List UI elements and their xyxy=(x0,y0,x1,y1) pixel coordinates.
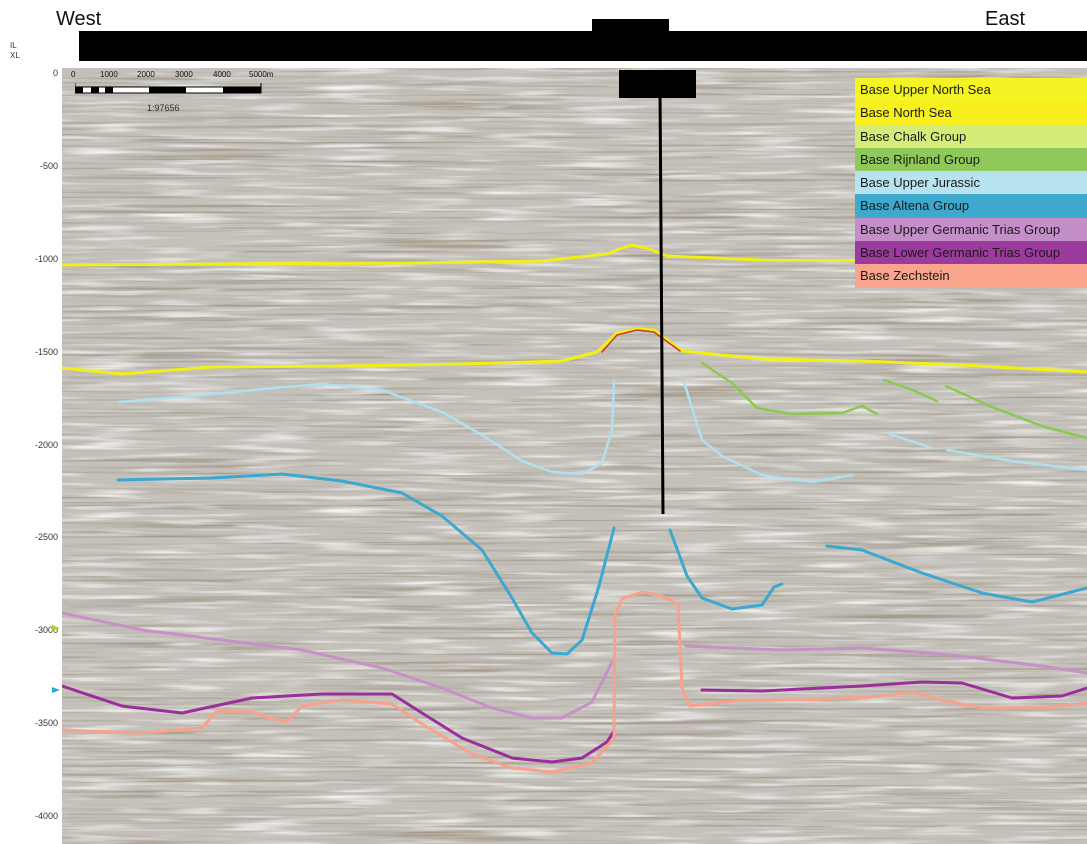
legend-item: Base Upper Jurassic xyxy=(855,171,1087,195)
scale-tick: 5000m xyxy=(249,70,274,79)
legend-item: Base North Sea xyxy=(855,101,1087,125)
legend-item: Base Upper North Sea xyxy=(855,78,1087,102)
horizon-rijnland-3 xyxy=(944,384,1087,440)
horizon-upper-jurassic-east3 xyxy=(945,448,1087,472)
legend-item: Base Upper Germanic Trias Group xyxy=(855,217,1087,242)
horizon-lower-trias-east xyxy=(700,680,1087,700)
horizon-lower-trias-west xyxy=(62,684,616,764)
depth-tick: -500 xyxy=(39,161,58,171)
scale-bar-graphic xyxy=(75,83,262,94)
blue-marker-icon xyxy=(52,687,60,693)
depth-axis: 0 -500 -1000 -1500 -2000 -2500 -3000 -35… xyxy=(0,68,62,844)
green-marker-icon xyxy=(52,625,60,631)
horizon-upper-trias-west xyxy=(62,611,614,720)
depth-tick: -2000 xyxy=(34,440,58,450)
horizon-altena-mid xyxy=(668,528,784,611)
legend-item: Base Chalk Group xyxy=(855,124,1087,148)
depth-tick: -1500 xyxy=(34,347,58,357)
horizon-upper-jurassic-east xyxy=(682,380,854,484)
redacted-well-label xyxy=(619,70,696,98)
horizon-upper-north-sea xyxy=(62,243,1087,267)
west-label: West xyxy=(56,8,102,30)
depth-tick: -1000 xyxy=(34,254,58,264)
well-trajectory xyxy=(658,89,665,515)
scale-ratio: 1:97656 xyxy=(147,103,180,113)
horizon-altena-west xyxy=(116,472,616,656)
horizon-upper-jurassic-east2 xyxy=(885,431,934,450)
inline-axis-label: IL xyxy=(10,41,17,50)
east-label: East xyxy=(985,8,1026,30)
horizon-upper-jurassic-west xyxy=(116,379,616,476)
well-top-marker-icon xyxy=(629,68,633,70)
horizon-legend: Base Upper North Sea Base North Sea Base C… xyxy=(855,78,1087,288)
legend-item: Base Altena Group xyxy=(855,194,1087,218)
redacted-header-bar xyxy=(79,31,1087,61)
horizon-rijnland-1 xyxy=(700,361,879,416)
legend-item: Base Zechstein xyxy=(855,264,1087,288)
redacted-tab xyxy=(592,19,669,33)
scale-bar: 0 1000 2000 3000 4000 5000m 1:97656 xyxy=(71,70,275,116)
legend-item: Base Rijnland Group xyxy=(855,147,1087,172)
horizon-zechstein xyxy=(62,590,1087,774)
scale-tick: 0 xyxy=(71,70,76,79)
depth-tick: -3000 xyxy=(34,625,58,635)
crossline-axis-label: XL xyxy=(10,51,20,60)
scale-tick: 2000 xyxy=(137,70,155,79)
horizon-rijnland-2 xyxy=(882,378,939,403)
scale-tick: 3000 xyxy=(175,70,193,79)
depth-tick: 0 xyxy=(52,68,58,78)
scale-tick: 1000 xyxy=(100,70,118,79)
horizon-upper-trias-east xyxy=(684,644,1087,675)
depth-tick: -4000 xyxy=(34,811,58,821)
depth-tick: -2500 xyxy=(34,532,58,542)
horizon-altena-east xyxy=(825,544,1087,604)
legend-item: Base Lower Germanic Trias Group xyxy=(855,241,1087,265)
depth-tick: -3500 xyxy=(34,718,58,728)
horizon-north-sea xyxy=(62,327,1087,376)
scale-tick: 4000 xyxy=(213,70,231,79)
